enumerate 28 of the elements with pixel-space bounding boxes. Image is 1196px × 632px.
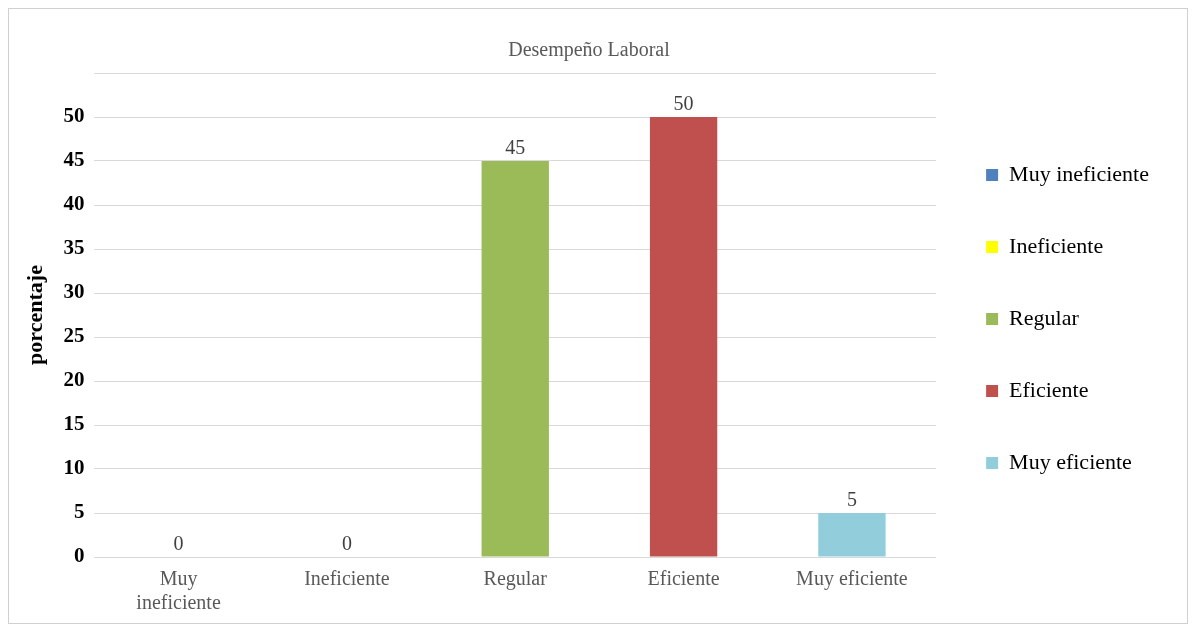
- data-label: 5: [846, 488, 857, 511]
- legend-label: Regular: [1009, 304, 1080, 330]
- x-tick-label: Muy ineficiente: [136, 567, 221, 614]
- legend-label: Eficiente: [1009, 376, 1089, 402]
- data-label: 0: [173, 532, 184, 555]
- data-label: 45: [505, 136, 526, 159]
- data-label: 50: [673, 92, 694, 115]
- y-tick-label: 45: [63, 147, 85, 172]
- legend-label: Muy eficiente: [1009, 448, 1132, 474]
- y-tick-label: 15: [63, 411, 85, 436]
- y-tick-label: 40: [63, 191, 85, 216]
- y-tick-label: 5: [73, 499, 85, 524]
- y-tick-label: 10: [63, 455, 85, 480]
- x-tick-label: Regular: [483, 567, 548, 591]
- x-tick-label: Muy eficiente: [796, 567, 908, 591]
- y-tick-label: 20: [63, 367, 85, 392]
- legend-label: Ineficiente: [1009, 232, 1104, 258]
- y-tick-label: 30: [63, 279, 85, 304]
- y-tick-label: 50: [63, 103, 85, 128]
- legend-label: Muy ineficiente: [1009, 160, 1150, 186]
- y-tick-label: 25: [63, 323, 85, 348]
- y-tick-label: 0: [73, 543, 85, 568]
- x-tick-label: Eficiente: [647, 567, 720, 590]
- data-label: 0: [341, 532, 352, 555]
- chart-title: Desempeño Laboral: [508, 38, 671, 62]
- x-tick-label: Ineficiente: [304, 567, 390, 590]
- y-tick-label: 35: [63, 235, 85, 260]
- y-axis-title: porcentaje: [21, 264, 47, 365]
